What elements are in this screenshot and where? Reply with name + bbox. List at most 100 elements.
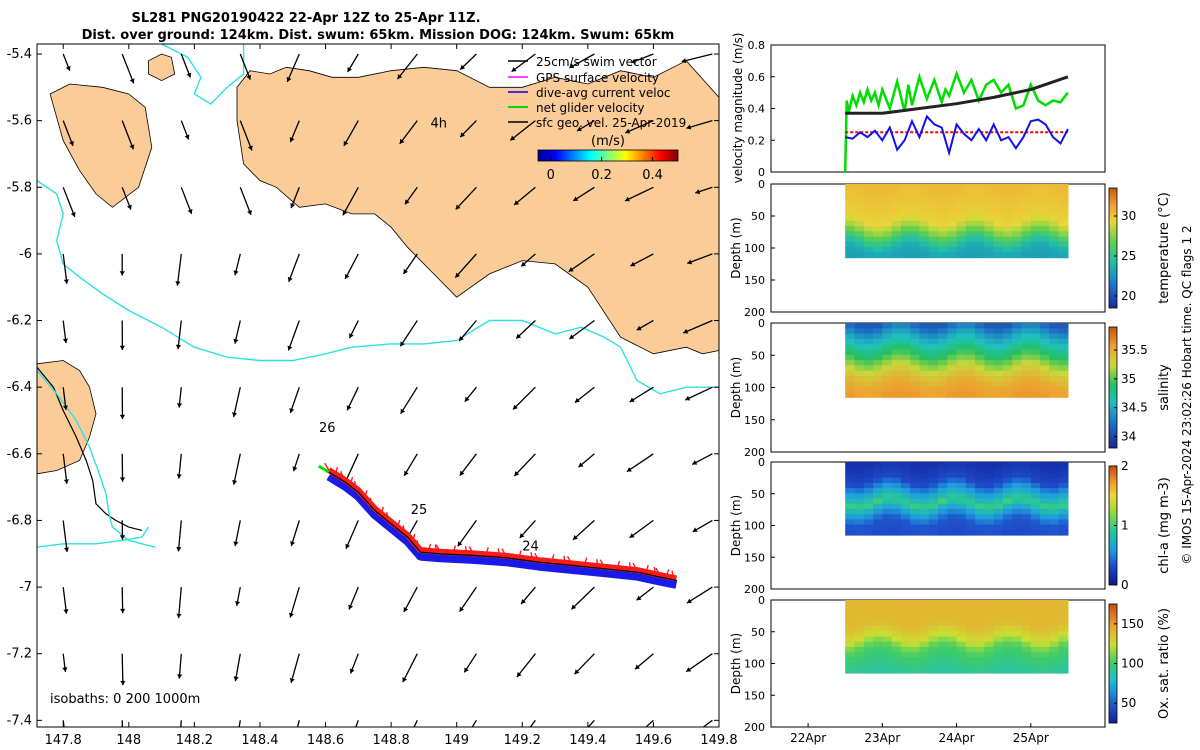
section-cell <box>900 236 911 243</box>
velocity-arrow-head <box>290 203 296 209</box>
section-cell <box>882 189 893 196</box>
section-cell <box>1030 391 1041 398</box>
velocity-arrow <box>396 53 418 80</box>
section-cell <box>882 600 893 606</box>
section-cell <box>947 462 958 468</box>
gps-velocity-spike <box>628 562 632 570</box>
velocity-arrow-head <box>514 200 520 206</box>
section-cell <box>910 641 921 648</box>
section-cell <box>900 631 911 638</box>
section-cell <box>1002 657 1013 664</box>
section-cell <box>919 626 930 632</box>
section-cell <box>910 503 921 510</box>
section-cell <box>965 524 976 531</box>
section-cell <box>900 370 911 377</box>
section-cell <box>1012 381 1023 388</box>
section-cell <box>1002 503 1013 510</box>
section-cell <box>1058 462 1069 468</box>
section-cell <box>947 226 958 232</box>
section-cell <box>993 503 1004 510</box>
section-cell <box>1058 477 1069 484</box>
section-cell <box>984 514 995 520</box>
date-tick-label: 22Apr <box>790 731 826 745</box>
section-cell <box>993 524 1004 531</box>
section-cell <box>882 226 893 232</box>
section-cell <box>1040 641 1050 648</box>
section-cell <box>956 376 967 382</box>
section-cell <box>1058 662 1069 669</box>
section-cell <box>965 615 976 622</box>
section-cell <box>984 477 995 484</box>
section-cell <box>993 610 1004 617</box>
section-cell <box>947 365 958 372</box>
section-cell <box>882 349 893 356</box>
gps-velocity-spike <box>596 559 599 567</box>
section-cell <box>1040 247 1050 253</box>
section-cell <box>965 247 976 253</box>
section-cell <box>891 381 902 388</box>
section-cell <box>965 626 976 632</box>
section-cell <box>965 620 976 627</box>
section-cell <box>993 349 1004 356</box>
section-cell <box>854 215 865 222</box>
velocity-arrow <box>62 253 68 284</box>
section-cell <box>1002 600 1013 606</box>
map-vector-layer <box>62 53 713 727</box>
section-cell <box>984 493 995 500</box>
section-cell <box>975 605 985 611</box>
section-cell <box>1021 503 1032 510</box>
map-y-tick-label: -7 <box>19 580 32 595</box>
section-cell <box>1049 338 1060 345</box>
section-cell <box>854 391 865 398</box>
section-cell <box>882 252 893 259</box>
section-cell <box>1040 354 1050 361</box>
section-cell <box>956 498 967 505</box>
section-cell <box>873 323 883 329</box>
section-cell <box>1058 626 1069 632</box>
section-cell <box>975 529 985 536</box>
gps-velocity-spike <box>661 572 664 576</box>
section-cell <box>956 646 967 653</box>
section-cell <box>863 620 874 627</box>
colorbar-tick-label: 34 <box>1121 429 1136 443</box>
section-cell <box>993 493 1004 500</box>
section-cell <box>1040 210 1050 217</box>
section-cell <box>863 370 874 377</box>
section-cell <box>863 626 874 632</box>
section-cell <box>854 498 865 505</box>
section-cell <box>956 610 967 617</box>
section-cell <box>882 205 893 211</box>
section-cell <box>910 220 921 227</box>
section-cell <box>845 488 856 494</box>
section-cell <box>1040 370 1050 377</box>
section-cell <box>900 333 911 340</box>
section-cell <box>910 231 921 238</box>
velocity-arrow-head <box>119 477 126 482</box>
section-cell <box>965 236 976 243</box>
section-cell <box>984 247 995 253</box>
section-cell <box>975 462 985 468</box>
section-cell <box>984 220 995 227</box>
section-cell <box>965 376 976 382</box>
section-cell <box>873 333 883 340</box>
section-cell <box>1021 636 1032 643</box>
section-cell <box>1049 231 1060 238</box>
section-cell <box>1012 241 1023 248</box>
section-cell <box>1049 220 1060 227</box>
velocity-arrow <box>176 253 182 286</box>
section-cell <box>1040 626 1050 632</box>
section-cell <box>938 252 948 259</box>
section-cell <box>1021 215 1032 222</box>
section-cell <box>965 631 976 638</box>
section-cell <box>975 472 985 479</box>
section-cell <box>873 662 883 669</box>
section-cell <box>873 344 883 351</box>
section-cell <box>1021 524 1032 531</box>
section-cell <box>1058 376 1069 382</box>
section-cell <box>947 605 958 611</box>
velocity-arrow <box>62 187 76 218</box>
section-y-tick-label: 150 <box>744 414 765 427</box>
section-cell <box>1012 199 1023 206</box>
section-cell <box>900 657 911 664</box>
section-cell <box>1030 323 1041 329</box>
